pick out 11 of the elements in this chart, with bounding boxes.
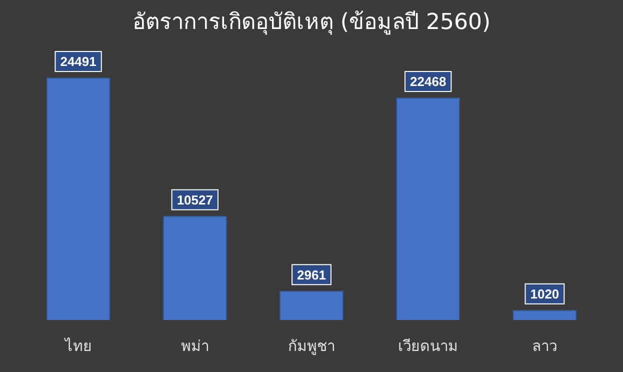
x-tick-label: พม่า <box>180 336 209 355</box>
x-tick-label: ลาว <box>532 336 558 355</box>
data-label: 1020 <box>530 286 560 302</box>
data-label: 22468 <box>410 74 446 90</box>
x-tick-label: เวียดนาม <box>398 336 458 355</box>
x-tick-label: กัมพูชา <box>288 336 335 355</box>
chart-title: อัตราการเกิดอุบัติเหตุ (ข้อมูลปี 2560) <box>132 10 491 35</box>
data-label: 10527 <box>176 192 213 208</box>
data-label: 24491 <box>60 54 96 70</box>
data-label: 2961 <box>297 267 326 282</box>
x-tick-label: ไทย <box>64 336 92 355</box>
